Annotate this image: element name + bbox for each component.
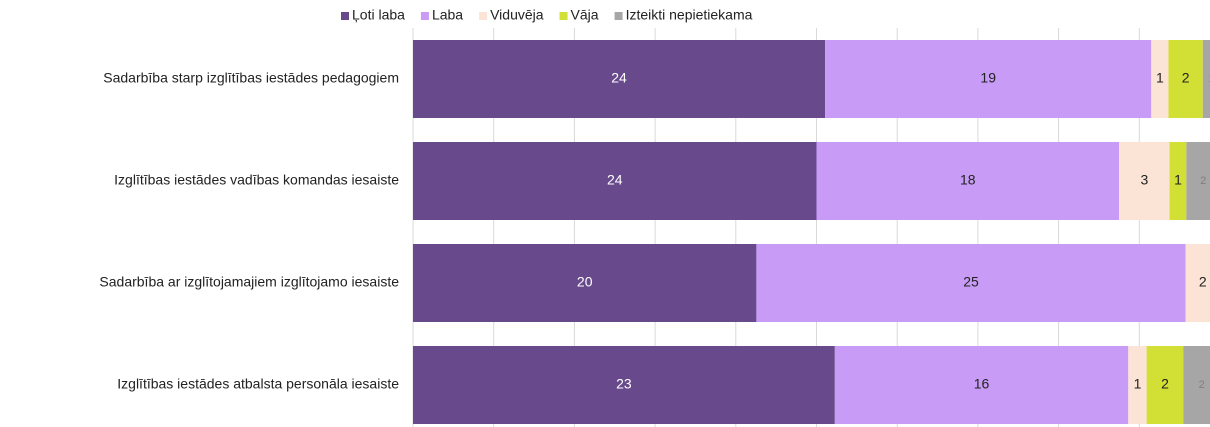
legend-label: Izteikti nepietiekama [626,7,753,23]
data-label: 1 [1174,172,1182,188]
legend-swatch [341,12,349,20]
data-label: 20 [577,274,593,290]
data-label: 2 [1199,379,1205,391]
data-label: 23 [616,376,632,392]
bar-segment [816,142,1120,220]
y-tick-label: Izglītības iestādes vadības komandas ies… [114,172,399,188]
bar-segment [1186,142,1210,220]
legend: Ļoti laba Laba Viduvēja Vāja Izteikti nepiet… [341,7,753,23]
legend-label: Ļoti laba [352,7,405,23]
data-label: 24 [611,70,627,86]
data-label: 18 [960,172,976,188]
legend-swatch [420,12,429,20]
legend-swatch [614,12,623,20]
bar-segment [825,40,1152,118]
bar-segment [1151,40,1169,118]
bar-segment [834,346,1129,424]
bar-segment [1202,40,1210,118]
data-label: 2 [1161,376,1169,392]
bar-segment [1183,346,1210,424]
y-tick-label: Sadarbība ar izglītojamajiem izglītojamo… [99,274,399,290]
y-tick-label: Sadarbība starp izglītības iestādes peda… [103,70,399,86]
bar-segment [1169,142,1187,220]
bar-segment [413,244,757,322]
data-label: 24 [607,172,623,188]
data-label: 1 [1208,73,1210,85]
y-tick-label: Izglītības iestādes atbalsta personāla i… [117,376,399,392]
bar-segment [1168,40,1203,118]
data-label: 2 [1182,70,1190,86]
data-label: 25 [963,274,979,290]
legend-label: Vāja [571,7,599,23]
bar-segment [413,40,826,118]
bar-segment [413,346,835,424]
legend-swatch [479,12,488,20]
data-label: 2 [1199,274,1207,290]
data-label: 19 [980,70,996,86]
legend-label: Viduvēja [490,7,544,23]
bar-segment [756,244,1186,322]
bar-segment [1146,346,1184,424]
data-label: 1 [1156,70,1164,86]
bar-segment [1128,346,1147,424]
legend-label: Laba [432,7,463,23]
data-label: 2 [1200,175,1206,187]
data-label: 16 [974,376,990,392]
data-label: 1 [1134,376,1142,392]
data-label: 3 [1140,172,1148,188]
bar-segment [413,142,817,220]
bar-segment [1185,244,1210,322]
bar-segment [1119,142,1170,220]
legend-swatch [559,12,568,20]
